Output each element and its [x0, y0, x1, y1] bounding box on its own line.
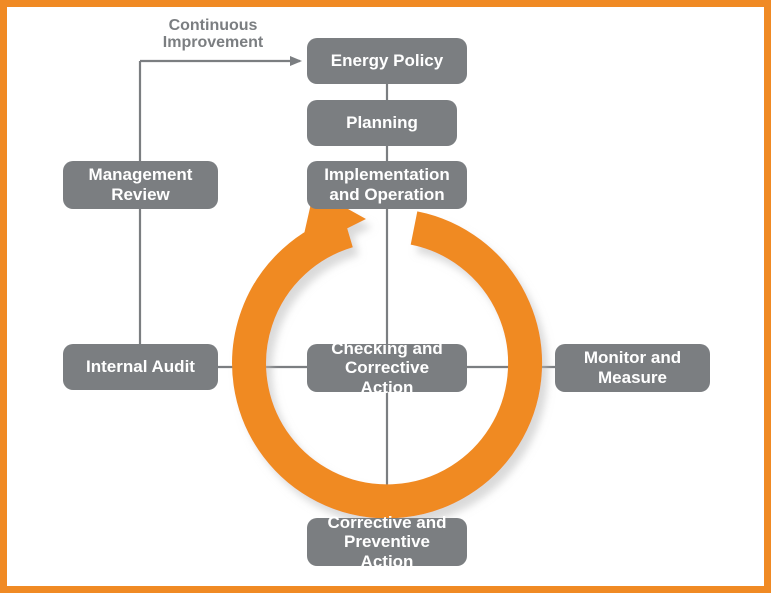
- node-internal-audit: Internal Audit: [63, 344, 218, 390]
- node-management-review: Management Review: [63, 161, 218, 209]
- node-label: Energy Policy: [331, 51, 443, 71]
- node-label: Implementation and Operation: [324, 165, 450, 204]
- node-label: Corrective and Preventive Action: [317, 513, 457, 572]
- node-label: Internal Audit: [86, 357, 195, 377]
- node-checking: Checking and Corrective Action: [307, 344, 467, 392]
- node-label: Monitor and Measure: [584, 348, 681, 387]
- node-planning: Planning: [307, 100, 457, 146]
- diagram-svg: [0, 0, 771, 593]
- node-label: Checking and Corrective Action: [317, 339, 457, 398]
- node-corrective: Corrective and Preventive Action: [307, 518, 467, 566]
- outer-border: [4, 4, 768, 590]
- annotation-line1: Continuous: [169, 17, 258, 34]
- node-energy-policy: Energy Policy: [307, 38, 467, 84]
- node-implementation: Implementation and Operation: [307, 161, 467, 209]
- diagram-frame: Continuous Improvement Energy Policy Pla…: [0, 0, 771, 593]
- annotation-continuous-improvement: Continuous Improvement: [158, 18, 268, 52]
- node-label: Management Review: [89, 165, 193, 204]
- node-label: Planning: [346, 113, 418, 133]
- node-monitor-measure: Monitor and Measure: [555, 344, 710, 392]
- annotation-line2: Improvement: [163, 34, 263, 51]
